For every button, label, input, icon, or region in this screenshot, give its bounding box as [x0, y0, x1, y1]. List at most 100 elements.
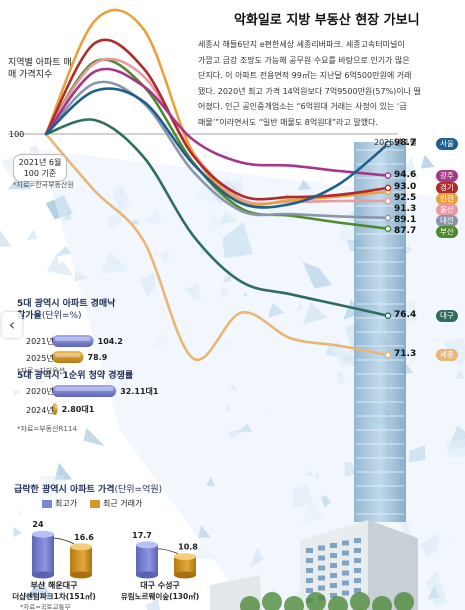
inset-bars: 104.2 78.9 32.11대1 2.80대1 24 17.7 16.6 10.8: [32, 335, 198, 579]
glass-shard: [420, 154, 435, 169]
bar-2-0: [52, 385, 117, 397]
series-name-부산: 부산: [436, 225, 458, 238]
bar-2-1-shine: [55, 405, 57, 409]
series-line-대전: [44, 80, 390, 220]
pillar-label-0-0: 24: [32, 520, 44, 529]
apt-busan-name-1: 부산 해운대구: [30, 581, 78, 590]
bar-label-1-0: 104.2: [98, 337, 123, 346]
apartment-window: [354, 588, 361, 593]
tree: [262, 592, 282, 610]
glass-shard: [21, 580, 53, 599]
pillar-1-0: [136, 544, 158, 575]
series-name-세종: 세종: [436, 348, 458, 361]
pillar-bottom-0-0: [32, 571, 54, 579]
apartment-window: [354, 558, 361, 563]
apartment-block-side: [368, 520, 418, 610]
series-endpoint-경기: [384, 184, 392, 192]
series-endpoint-서울: [384, 140, 392, 148]
glass-shard: [203, 152, 209, 159]
source-label: *자료=한국부동산원: [13, 181, 74, 189]
tree: [284, 596, 304, 610]
pillar-top-1-1: [174, 553, 196, 561]
apt-busan-name-2: 더샵센텀파크1차(151㎡): [12, 592, 96, 601]
pillar-label-1-0: 17.7: [132, 531, 152, 540]
chart-title: 지역별 아파트 매매 가격지수: [8, 58, 72, 80]
article-body-line: 됐다. 2020년 최고 가격 14억원보다 7억9500만원(57%)이나 떨: [198, 86, 421, 96]
end-value-세종: 71.3: [394, 348, 417, 359]
apartment-window: [306, 588, 313, 593]
auction-cat-2025: 2025년: [26, 354, 54, 363]
series-endpoint-대전: [384, 214, 392, 222]
sub-cat-2024: 2024년: [26, 406, 54, 415]
series-name-인천: 인천: [436, 192, 458, 205]
apartment-window: [342, 590, 349, 596]
glass-shard: [0, 230, 12, 247]
apartment-window: [318, 585, 325, 591]
apartment-window: [342, 580, 349, 586]
tree: [240, 596, 260, 610]
pillar-label-1-1: 10.8: [178, 543, 198, 552]
apartment-window: [318, 575, 325, 581]
series-endpoint-울산: [384, 197, 392, 205]
auction-cat-2021: 2021년: [26, 337, 54, 346]
series-endpoint-세종: [384, 351, 392, 359]
subscription-title: 5대 광역시 1순위 청약 경쟁률: [17, 371, 134, 381]
tree: [394, 592, 414, 610]
drop-arrow-0: [53, 537, 75, 545]
series-name-대전: 대전: [436, 214, 458, 227]
end-value-서울: 98.7: [394, 138, 417, 148]
drop-arrow-1: [157, 548, 179, 555]
apartment-window: [330, 573, 337, 578]
pillar-bottom-1-1: [174, 571, 196, 579]
apartment-window: [354, 538, 361, 543]
apartment-window: [330, 543, 337, 548]
tree: [350, 592, 370, 610]
glass-shard: [145, 598, 161, 610]
glass-shard: [54, 462, 73, 480]
end-value-대전: 89.1: [394, 214, 417, 225]
series-endpoint-광주: [384, 172, 392, 179]
prev-arrow-icon[interactable]: ‹: [2, 312, 22, 338]
series-line-대구: [44, 118, 390, 317]
bar-1-1-shine: [55, 353, 81, 357]
apartment-window: [330, 593, 337, 598]
apartment-window: [330, 583, 337, 588]
series-line-경기: [44, 38, 390, 201]
article-title: 악화일로 지방 부동산 현장 가보니: [234, 13, 420, 28]
pillar-bottom-0-1: [70, 571, 92, 579]
pillar-1-1: [174, 556, 196, 575]
apartment-window: [330, 563, 337, 568]
axis-100-label: 100: [9, 130, 25, 139]
glass-shard: [17, 509, 24, 516]
price-drop-title: 급락한 광역시 아파트 가격(단위=억원): [14, 485, 163, 495]
glass-shard: [54, 246, 72, 258]
apartment-building-illustration: [210, 142, 418, 610]
series-endpoint-대구: [384, 312, 392, 320]
end-value-대구: 76.4: [394, 309, 417, 320]
tree: [372, 596, 392, 610]
bar-1-0: [52, 335, 94, 347]
apartment-window: [342, 560, 349, 566]
auction-title: 5대 광역시 아파트 경매낙찰가율(단위=%): [17, 299, 116, 321]
series-name-광주: 광주: [436, 169, 458, 182]
end-value-광주: 94.6: [394, 169, 417, 180]
apartment-window: [306, 558, 313, 563]
article-body-line: 어졌다. 인근 공인중개업소는 “6억원대 거래는 사정이 있는 ‘급: [198, 102, 407, 111]
bar-label-2-1: 2.80대1: [62, 404, 95, 414]
apartment-window: [354, 548, 361, 553]
bar-label-1-1: 78.9: [88, 353, 108, 362]
apartment-window: [318, 545, 325, 551]
series-line-서울: [44, 87, 390, 209]
auction-source: *자료=지지옥션: [17, 367, 66, 375]
apartment-window: [306, 568, 313, 573]
bar-1-1: [52, 351, 84, 363]
subscription-source: *자료=부동산R114: [17, 425, 77, 433]
series-name-경기: 경기: [436, 181, 458, 194]
apartment-window: [306, 578, 313, 583]
apartment-window: [354, 578, 361, 583]
glass-shard: [83, 427, 105, 447]
end-date-label: 2025년 1월: [374, 138, 417, 147]
glass-shard: [13, 526, 22, 538]
pillar-top-0-0: [32, 530, 54, 538]
glass-shard: [40, 475, 70, 497]
